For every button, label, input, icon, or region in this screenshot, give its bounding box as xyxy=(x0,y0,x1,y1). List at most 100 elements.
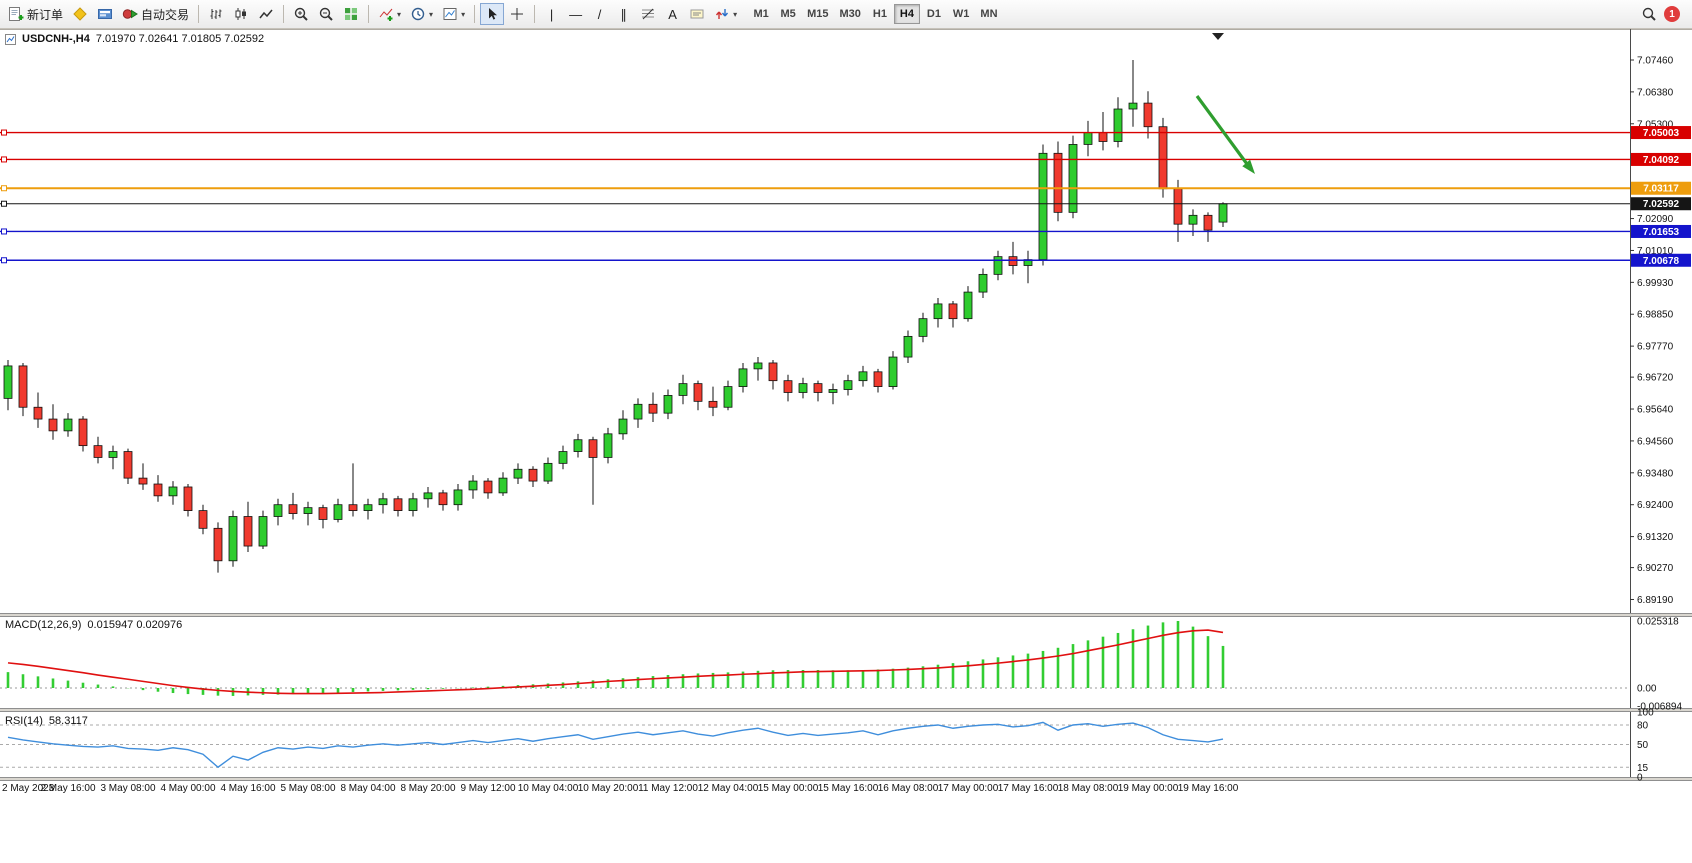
svg-text:4 May 16:00: 4 May 16:00 xyxy=(220,783,275,794)
candle-body xyxy=(798,383,808,393)
fibonacci-icon xyxy=(642,8,655,20)
tf-h1[interactable]: H1 xyxy=(867,4,893,24)
search-button[interactable] xyxy=(1637,3,1661,25)
macd-signal-line xyxy=(7,629,1224,695)
svg-text:2 May 16:00: 2 May 16:00 xyxy=(40,783,95,794)
text-button[interactable]: A xyxy=(661,3,684,25)
new-order-icon xyxy=(9,7,24,21)
svg-text:6.94560: 6.94560 xyxy=(1637,436,1674,447)
vertical-line-button[interactable]: | xyxy=(540,3,563,25)
trendline-button[interactable]: / xyxy=(588,3,611,25)
svg-text:0.00: 0.00 xyxy=(1637,684,1657,695)
svg-text:10 May 04:00: 10 May 04:00 xyxy=(518,783,579,794)
candlestick-chart-button[interactable] xyxy=(229,3,253,25)
svg-text:7.05300: 7.05300 xyxy=(1637,119,1674,130)
tf-mn[interactable]: MN xyxy=(975,4,1002,24)
macd-panel: 0.025318 0.00 -0.006894 xyxy=(0,617,1682,713)
channel-button[interactable]: ∥ xyxy=(612,3,635,25)
svg-text:-0.006894: -0.006894 xyxy=(1637,702,1682,713)
tile-windows-button[interactable] xyxy=(339,3,363,25)
candle-body xyxy=(288,504,298,514)
line-handle xyxy=(1,156,7,163)
candle-body xyxy=(723,386,733,408)
chart-canvas[interactable]: 7.07460 7.06380 7.05300 7.02090 7.01010 6.999… xyxy=(0,29,1692,863)
svg-text:6.96720: 6.96720 xyxy=(1637,373,1674,384)
candles-layer xyxy=(3,59,1228,573)
svg-text:0: 0 xyxy=(1637,773,1643,784)
svg-text:7.06380: 7.06380 xyxy=(1637,87,1674,98)
timeframe-group: M1 M5 M15 M30 H1 H4 D1 W1 MN xyxy=(748,4,1002,24)
tf-w1[interactable]: W1 xyxy=(948,4,975,24)
candle-body xyxy=(123,451,133,479)
svg-text:17 May 00:00: 17 May 00:00 xyxy=(938,783,999,794)
candle-body xyxy=(1158,126,1168,190)
svg-text:7.07460: 7.07460 xyxy=(1637,55,1674,66)
candle-body xyxy=(213,527,223,562)
candle-body xyxy=(1203,214,1213,231)
svg-text:17 May 16:00: 17 May 16:00 xyxy=(998,783,1059,794)
candle-body xyxy=(693,383,703,402)
trendline-icon: / xyxy=(597,6,602,22)
svg-text:7.01010: 7.01010 xyxy=(1637,246,1674,257)
tf-d1[interactable]: D1 xyxy=(921,4,947,24)
candle-body xyxy=(63,418,73,432)
candle-body xyxy=(963,291,973,320)
cursor-button[interactable] xyxy=(480,3,505,25)
fibonacci-button[interactable] xyxy=(636,3,660,25)
indicators-button[interactable]: ▾ xyxy=(374,3,405,25)
terminal-button[interactable] xyxy=(93,3,117,25)
text-label-button[interactable] xyxy=(685,3,709,25)
candle-body xyxy=(93,445,103,458)
terminal-icon xyxy=(98,9,113,19)
auto-trading-button[interactable]: 自动交易 xyxy=(118,3,193,25)
periods-button[interactable]: ▾ xyxy=(406,3,437,25)
main-toolbar: 新订单 自动交易 ▾ ▾ ▾ xyxy=(0,0,1692,29)
candle-body xyxy=(1038,152,1048,261)
horizontal-line-button[interactable]: — xyxy=(564,3,587,25)
svg-text:2 May 2023: 2 May 2023 xyxy=(2,783,55,794)
zoom-out-button[interactable] xyxy=(314,3,338,25)
dropdown-caret-icon: ▾ xyxy=(397,9,402,19)
cursor-icon xyxy=(489,8,498,20)
svg-text:7.01653: 7.01653 xyxy=(1643,227,1680,238)
panel-separators[interactable] xyxy=(0,613,1692,781)
line-chart-button[interactable] xyxy=(254,3,278,25)
crosshair-button[interactable] xyxy=(505,3,529,25)
chart-title: USDCNH-,H4 7.01970 7.02641 7.01805 7.025… xyxy=(5,33,264,45)
arrow-head xyxy=(1242,159,1255,174)
candle-body xyxy=(1128,102,1138,110)
tf-m15[interactable]: M15 xyxy=(802,4,833,24)
candle-body xyxy=(678,383,688,396)
hlines-layer[interactable]: 7.05003 7.04092 7.03117 7.02592 7.01653 7.006… xyxy=(0,126,1691,267)
toolbar-separator xyxy=(534,5,536,23)
candle-body xyxy=(618,418,628,435)
arrows-button[interactable]: ▾ xyxy=(710,3,741,25)
candle-body xyxy=(333,504,343,520)
auto-trading-icon xyxy=(122,9,138,19)
tf-m1[interactable]: M1 xyxy=(748,4,774,24)
arrow-annotation[interactable] xyxy=(1195,95,1255,174)
new-order-button[interactable]: 新订单 xyxy=(4,3,67,25)
notification-badge[interactable]: 1 xyxy=(1664,6,1680,22)
candle-body xyxy=(18,365,28,408)
toolbar-separator xyxy=(368,5,370,23)
zoom-in-button[interactable] xyxy=(289,3,313,25)
tf-h4[interactable]: H4 xyxy=(893,4,920,24)
svg-text:9 May 12:00: 9 May 12:00 xyxy=(460,783,515,794)
candle-body xyxy=(153,483,163,497)
candle-body xyxy=(903,335,913,358)
templates-button[interactable]: ▾ xyxy=(438,3,469,25)
candle-body xyxy=(33,406,43,420)
price-tag xyxy=(1631,152,1691,166)
svg-text:19 May 16:00: 19 May 16:00 xyxy=(1178,783,1239,794)
candle-body xyxy=(378,498,388,506)
tf-m30[interactable]: M30 xyxy=(835,4,866,24)
svg-text:7.05003: 7.05003 xyxy=(1643,128,1680,139)
chart-window[interactable]: 7.07460 7.06380 7.05300 7.02090 7.01010 6.999… xyxy=(0,29,1692,863)
channel-icon: ∥ xyxy=(620,6,627,22)
bar-chart-button[interactable] xyxy=(204,3,228,25)
candle-body xyxy=(513,468,523,479)
tf-m5[interactable]: M5 xyxy=(775,4,801,24)
metaeditor-button[interactable] xyxy=(68,3,92,25)
template-icon xyxy=(443,8,457,20)
